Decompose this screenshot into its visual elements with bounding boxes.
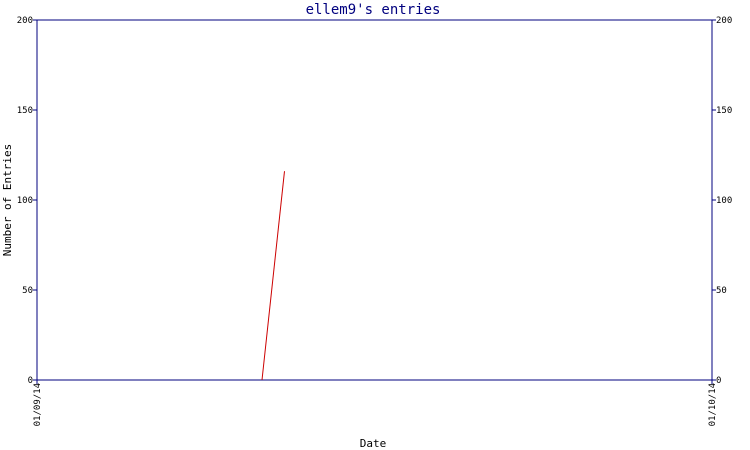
y-axis-right: 0 50 100 150 200: [712, 16, 732, 386]
y-tick-label-left: 100: [17, 196, 33, 206]
y-tick-label-left: 0: [28, 376, 33, 386]
y-tick-label-right: 100: [716, 196, 732, 206]
y-tick-label-right: 50: [716, 286, 727, 296]
chart-title: ellem9's entries: [306, 2, 441, 18]
plot-area: [36, 19, 713, 381]
y-tick-label-right: 150: [716, 106, 732, 116]
y-tick-label-left: 50: [22, 286, 33, 296]
x-tick-label: 01/09/14: [33, 383, 43, 426]
x-axis: 01/09/14 01/10/14: [33, 380, 718, 426]
y-axis-title: Number of Entries: [1, 144, 14, 257]
x-axis-title: Date: [360, 437, 387, 450]
y-tick-label-right: 200: [716, 16, 732, 26]
y-tick-label-left: 200: [17, 16, 33, 26]
x-tick-label: 01/10/14: [708, 383, 718, 426]
series-line-0: [261, 171, 285, 381]
series-layer: [261, 171, 285, 381]
y-tick-label-right: 0: [716, 376, 721, 386]
y-tick-label-left: 150: [17, 106, 33, 116]
y-axis-left: 0 50 100 150 200: [17, 16, 37, 386]
